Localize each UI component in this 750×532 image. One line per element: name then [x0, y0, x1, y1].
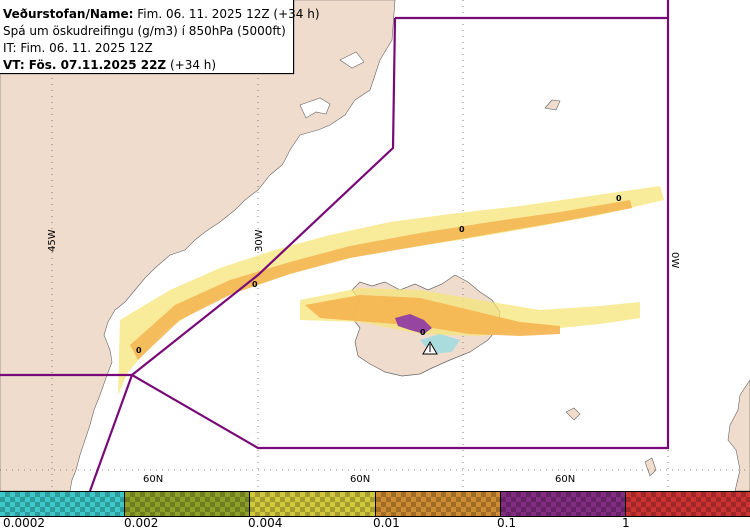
ash-plume: [118, 186, 664, 395]
volcano-icon: [422, 341, 438, 355]
legend-swatch: [500, 492, 626, 516]
latitude-labels: 60N 60N 60N: [143, 474, 575, 485]
legend-tick: 0.01: [373, 516, 400, 530]
contour-label: 0: [459, 225, 465, 234]
lat-label: 60N: [350, 474, 370, 485]
lon-label-0w: 0W: [669, 252, 680, 268]
contour-labels: 0 0 0 0 0: [136, 194, 622, 355]
advisory-boundary: [0, 0, 670, 492]
lon-label-45w: 45W: [47, 229, 58, 252]
greenland-landmass: [0, 0, 396, 492]
greenland-fjord: [299, 97, 331, 119]
scandinavia-landmass: [727, 379, 750, 492]
legend-tick: 0.0002: [3, 516, 45, 530]
lat-label: 60N: [555, 474, 575, 485]
scotland-islands: [644, 457, 657, 477]
contour-label: 0: [616, 194, 622, 203]
info-line-2: Spá um öskudreifingu (g/m3) í 850hPa (50…: [3, 24, 286, 38]
forecast-info-box: Veðurstofan/Name: Fim. 06. 11. 2025 12Z …: [0, 0, 320, 74]
legend-tick: 1: [622, 516, 630, 530]
valid-time-label: VT: Fös. 07.11.2025 22Z: [3, 58, 167, 72]
lon-label-30w: 30W: [254, 229, 265, 252]
legend-tick: 0.1: [497, 516, 517, 530]
lat-label: 60N: [143, 474, 163, 485]
ash-plume-orange-north: [130, 200, 632, 360]
info-line-3: IT: Fim. 06. 11. 2025 12Z: [3, 41, 153, 55]
valid-time-value: (+34 h): [169, 58, 217, 72]
contour-label: 0: [136, 346, 142, 355]
info-line-4: VT: Fös. 07.11.2025 22Z (+34 h): [3, 57, 293, 74]
legend-swatch: [125, 492, 251, 516]
legend-swatch: [250, 492, 376, 516]
legend-tick: 0.002: [124, 516, 159, 530]
longitude-labels: 45W 30W 0W: [47, 229, 680, 268]
ash-plume-orange-core: [305, 295, 560, 336]
island-small-ne: [544, 99, 561, 111]
contour-label: 0: [252, 280, 258, 289]
graticule: [0, 0, 750, 491]
island-faroe: [565, 407, 581, 421]
legend-swatch: [375, 492, 501, 516]
greenland-fjord: [339, 51, 365, 69]
info-line-1: Veðurstofan/Name: Fim. 06. 11. 2025 12Z …: [3, 6, 320, 23]
legend-tick: 0.004: [248, 516, 283, 530]
issuer-value: Fim. 06. 11. 2025 12Z (+34 h): [137, 7, 320, 21]
contour-label: 0: [420, 328, 426, 337]
legend-swatch: [625, 492, 750, 516]
concentration-legend: [0, 491, 750, 517]
issuer-label: Veðurstofan/Name:: [3, 7, 134, 21]
legend-swatch: [0, 492, 126, 516]
ash-plume-purple-core: [395, 314, 432, 334]
